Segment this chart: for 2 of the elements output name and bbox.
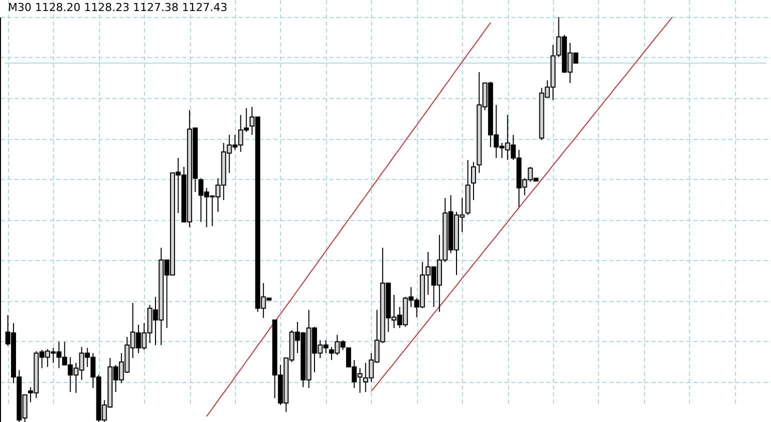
chart-title: M30 1128.20 1128.23 1127.38 1127.43 bbox=[8, 1, 228, 14]
candlestick bbox=[471, 161, 476, 201]
